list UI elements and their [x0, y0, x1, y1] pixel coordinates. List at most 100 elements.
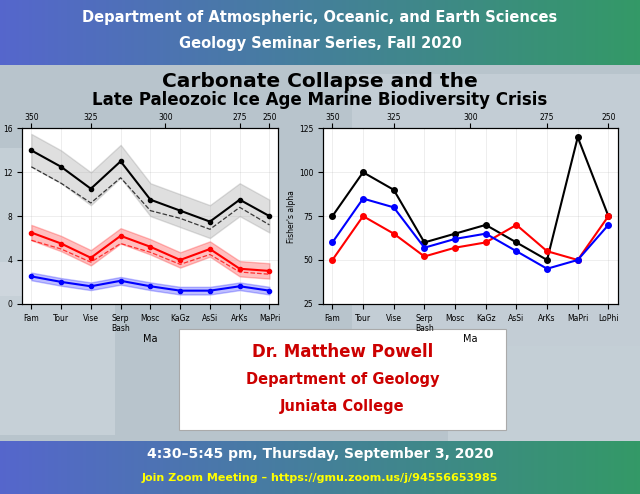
Bar: [163, 441, 166, 494]
Bar: [54, 441, 58, 494]
Bar: [10, 0, 13, 65]
Bar: [480, 441, 483, 494]
Bar: [451, 0, 454, 65]
Bar: [282, 441, 285, 494]
Bar: [422, 441, 426, 494]
Bar: [323, 441, 326, 494]
Bar: [541, 0, 544, 65]
Bar: [32, 441, 35, 494]
Bar: [240, 0, 243, 65]
Bar: [3, 441, 6, 494]
Bar: [531, 441, 534, 494]
Bar: [509, 0, 512, 65]
Bar: [320, 0, 323, 65]
Bar: [291, 441, 294, 494]
Bar: [304, 0, 307, 65]
Bar: [406, 0, 410, 65]
Bar: [160, 441, 163, 494]
Bar: [538, 441, 541, 494]
Bar: [310, 441, 314, 494]
Bar: [246, 0, 250, 65]
Bar: [579, 441, 582, 494]
Bar: [448, 0, 451, 65]
Bar: [237, 441, 240, 494]
Bar: [131, 0, 134, 65]
Bar: [221, 441, 224, 494]
Bar: [253, 0, 256, 65]
Bar: [205, 0, 208, 65]
Bar: [518, 441, 522, 494]
Bar: [458, 441, 461, 494]
Bar: [67, 0, 70, 65]
Bar: [403, 0, 406, 65]
Bar: [413, 441, 416, 494]
Bar: [128, 0, 131, 65]
Bar: [262, 0, 266, 65]
Bar: [26, 0, 29, 65]
Bar: [506, 441, 509, 494]
Bar: [45, 441, 48, 494]
Bar: [381, 0, 384, 65]
Bar: [512, 441, 515, 494]
Bar: [480, 0, 483, 65]
Bar: [54, 0, 58, 65]
Bar: [243, 0, 246, 65]
Bar: [515, 441, 518, 494]
Bar: [74, 441, 77, 494]
Bar: [186, 0, 189, 65]
Bar: [195, 441, 198, 494]
Bar: [445, 441, 448, 494]
Bar: [70, 441, 74, 494]
Bar: [486, 441, 490, 494]
Bar: [122, 441, 125, 494]
Bar: [317, 0, 320, 65]
Bar: [531, 0, 534, 65]
Bar: [499, 441, 502, 494]
Bar: [157, 441, 160, 494]
Bar: [134, 0, 138, 65]
Bar: [67, 441, 70, 494]
Bar: [570, 441, 573, 494]
Bar: [326, 0, 330, 65]
Bar: [611, 0, 614, 65]
Bar: [288, 441, 291, 494]
Bar: [314, 0, 317, 65]
Bar: [298, 0, 301, 65]
Bar: [304, 441, 307, 494]
Bar: [246, 441, 250, 494]
Bar: [19, 441, 22, 494]
Bar: [582, 0, 586, 65]
Bar: [352, 0, 355, 65]
Text: Join Zoom Meeting – https://gmu.zoom.us/j/94556653985: Join Zoom Meeting – https://gmu.zoom.us/…: [142, 473, 498, 484]
Text: Late Paleozoic Ice Age Marine Biodiversity Crisis: Late Paleozoic Ice Age Marine Biodiversi…: [92, 91, 548, 109]
Bar: [330, 0, 333, 65]
Bar: [544, 0, 547, 65]
Bar: [269, 0, 272, 65]
Bar: [586, 0, 589, 65]
Bar: [6, 0, 10, 65]
Bar: [518, 0, 522, 65]
Bar: [131, 441, 134, 494]
Bar: [330, 441, 333, 494]
Bar: [451, 441, 454, 494]
Bar: [602, 0, 605, 65]
Bar: [534, 0, 538, 65]
Bar: [51, 441, 54, 494]
Bar: [205, 441, 208, 494]
Bar: [298, 441, 301, 494]
Bar: [355, 0, 358, 65]
Bar: [394, 441, 397, 494]
Bar: [29, 441, 32, 494]
Bar: [426, 0, 429, 65]
Bar: [413, 0, 416, 65]
Bar: [256, 441, 259, 494]
Bar: [550, 441, 554, 494]
Bar: [429, 0, 432, 65]
Bar: [118, 0, 122, 65]
Bar: [77, 0, 80, 65]
Bar: [170, 441, 173, 494]
Bar: [74, 0, 77, 65]
Bar: [621, 0, 624, 65]
Bar: [176, 441, 179, 494]
Bar: [35, 441, 38, 494]
